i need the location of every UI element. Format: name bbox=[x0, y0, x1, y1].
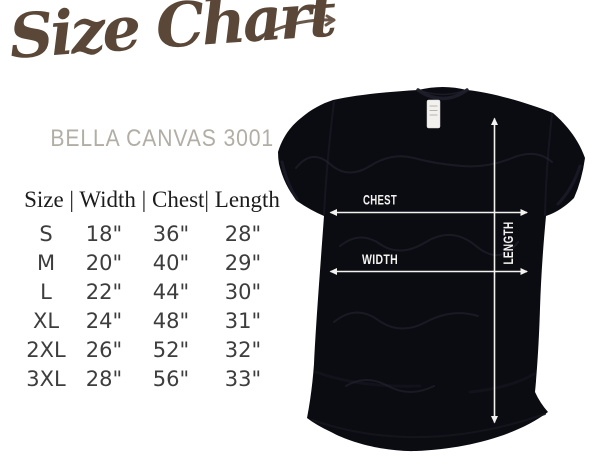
length-cell: 29" bbox=[224, 250, 262, 275]
chest-cell: 56" bbox=[152, 366, 190, 391]
length-label: LENGTH bbox=[501, 222, 516, 265]
tshirt-body bbox=[278, 87, 585, 452]
size-cell: 3XL bbox=[26, 366, 66, 391]
width-cell: 20" bbox=[85, 250, 123, 275]
chest-cell: 40" bbox=[152, 250, 190, 275]
chest-label: CHEST bbox=[363, 193, 397, 208]
length-cell: 28" bbox=[224, 221, 262, 246]
table-row: 2XL 26" 52" 32" bbox=[18, 335, 286, 364]
width-cell: 18" bbox=[85, 221, 123, 246]
length-cell: 31" bbox=[224, 308, 262, 333]
width-cell: 22" bbox=[85, 279, 123, 304]
size-cell: M bbox=[36, 250, 56, 275]
width-cell: 24" bbox=[85, 308, 123, 333]
size-cell: 2XL bbox=[26, 337, 66, 362]
size-cell: XL bbox=[32, 308, 60, 333]
table-row: XL 24" 48" 31" bbox=[18, 306, 286, 335]
size-cell: S bbox=[39, 221, 53, 246]
chest-cell: 48" bbox=[152, 308, 190, 333]
brand-subtitle: BELLA CANVAS 3001 bbox=[50, 125, 274, 152]
neck-tag bbox=[426, 99, 441, 129]
size-cell: L bbox=[40, 279, 52, 304]
width-label: WIDTH bbox=[362, 252, 398, 267]
chest-cell: 52" bbox=[152, 337, 190, 362]
table-row: 3XL 28" 56" 33" bbox=[18, 364, 286, 393]
width-cell: 28" bbox=[85, 366, 123, 391]
fabric-seams bbox=[280, 88, 582, 439]
size-table: Size | Width | Chest| Length S 18" 36" 2… bbox=[18, 187, 286, 393]
size-table-header: Size | Width | Chest| Length bbox=[24, 187, 280, 212]
table-row: L 22" 44" 30" bbox=[18, 277, 286, 306]
watermark-script bbox=[295, 152, 553, 393]
width-cell: 26" bbox=[85, 337, 123, 362]
chest-cell: 36" bbox=[152, 221, 190, 246]
length-cell: 33" bbox=[224, 366, 262, 391]
table-row: S 18" 36" 28" bbox=[18, 219, 286, 248]
size-table-rows: S 18" 36" 28" M 20" 40" 29" L 22" 44" 30… bbox=[18, 219, 286, 393]
table-row: M 20" 40" 29" bbox=[18, 248, 286, 277]
length-cell: 32" bbox=[224, 337, 262, 362]
length-cell: 30" bbox=[224, 279, 262, 304]
title-swash-flourish bbox=[252, 14, 336, 42]
tshirt-diagram: CHEST WIDTH LENGTH bbox=[278, 87, 585, 452]
chest-cell: 44" bbox=[152, 279, 190, 304]
